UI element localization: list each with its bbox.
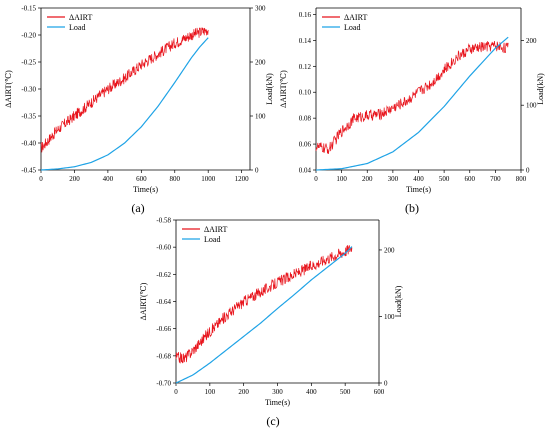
x-tick-label: 600 [465, 175, 476, 183]
series-airt-line [315, 40, 509, 154]
y-right-tick-label: 100 [384, 313, 395, 321]
y-left-tick-label: -0.64 [156, 298, 171, 306]
x-tick-label: 200 [238, 388, 249, 396]
legend-label-airt: ΔAIRT [204, 225, 227, 234]
y-left-tick-label: 0.04 [299, 167, 312, 175]
x-tick-label: 100 [205, 388, 216, 396]
y-right-axis-title: Load(kN) [265, 73, 274, 105]
panel-label: (c) [266, 414, 279, 428]
y-left-tick-label: -0.20 [21, 32, 36, 40]
series-load-line [175, 246, 353, 384]
y-left-tick-label: 0.06 [299, 141, 312, 149]
x-tick-label: 500 [340, 388, 351, 396]
series-airt-line [40, 27, 209, 153]
x-tick-label: 100 [336, 175, 347, 183]
y-right-tick-label: 100 [526, 102, 537, 110]
y-left-tick-label: 0.14 [299, 37, 312, 45]
legend-label-load: Load [344, 23, 360, 32]
x-tick-label: 800 [516, 175, 527, 183]
x-axis-title: Time(s) [406, 185, 431, 194]
y-right-tick-label: 300 [255, 5, 266, 13]
legend-label-airt: ΔAIRT [344, 13, 367, 22]
x-tick-label: 200 [69, 175, 80, 183]
y-left-tick-label: -0.30 [21, 86, 36, 94]
y-left-tick-label: -0.62 [156, 271, 171, 279]
series-load-line [40, 37, 209, 171]
x-tick-label: 700 [490, 175, 501, 183]
y-left-axis-title: ΔAIRT(℃) [139, 282, 148, 320]
x-axis-title: Time(s) [133, 185, 158, 194]
x-tick-label: 400 [413, 175, 424, 183]
y-left-tick-label: 0.08 [299, 115, 312, 123]
y-right-tick-label: 200 [255, 59, 266, 67]
x-tick-label: 1000 [201, 175, 216, 183]
y-right-tick-label: 100 [255, 113, 266, 121]
legend-label-load: Load [204, 235, 220, 244]
y-left-tick-label: 0.12 [299, 63, 312, 71]
legend-label-airt: ΔAIRT [69, 13, 92, 22]
y-left-tick-label: -0.15 [21, 5, 36, 13]
x-tick-label: 0 [174, 388, 178, 396]
x-tick-label: 200 [362, 175, 373, 183]
x-tick-label: 1200 [235, 175, 250, 183]
x-tick-label: 0 [314, 175, 318, 183]
chart-panel-c: 0 100 200 300 400 500 600 -0.70 -0.68 -0.66 -0.64 -… [139, 217, 403, 429]
x-axis-title: Time(s) [265, 398, 290, 407]
x-tick-label: 600 [136, 175, 147, 183]
y-right-tick-label: 200 [526, 37, 537, 45]
x-tick-label: 300 [388, 175, 399, 183]
y-left-tick-label: -0.58 [156, 217, 171, 225]
y-left-tick-label: 0.10 [299, 89, 312, 97]
legend-label-load: Load [69, 23, 85, 32]
x-tick-label: 500 [439, 175, 450, 183]
x-tick-label: 400 [306, 388, 317, 396]
y-right-tick-label: 0 [255, 167, 259, 175]
y-left-tick-label: -0.68 [156, 352, 171, 360]
x-tick-label: 300 [272, 388, 283, 396]
y-left-axis-title: ΔAIRT(℃) [4, 70, 13, 108]
y-left-tick-label: -0.25 [21, 59, 36, 67]
y-left-tick-label: -0.70 [156, 380, 171, 388]
series-airt-line [175, 245, 353, 364]
y-right-tick-label: 0 [526, 167, 530, 175]
x-tick-label: 0 [39, 175, 43, 183]
x-tick-label: 600 [374, 388, 385, 396]
y-right-tick-label: 200 [384, 246, 395, 254]
y-left-tick-label: -0.35 [21, 113, 36, 121]
y-left-tick-label: -0.45 [21, 167, 36, 175]
panel-label: (b) [405, 201, 419, 215]
panel-label: (a) [131, 201, 144, 215]
x-tick-label: 800 [170, 175, 181, 183]
y-right-tick-label: 0 [384, 380, 388, 388]
series-load-line [315, 36, 509, 171]
chart-panel-b: 0 100 200 300 400 500 600 700 800 0.04 0.06 0.08 0.1… [279, 7, 545, 215]
y-left-tick-label: -0.60 [156, 244, 171, 252]
y-left-tick-label: 0.16 [299, 11, 312, 19]
x-tick-label: 400 [103, 175, 114, 183]
y-left-axis-title: ΔAIRT(℃) [279, 70, 288, 108]
y-left-tick-label: -0.40 [21, 140, 36, 148]
y-right-axis-title: Load(kN) [536, 73, 545, 105]
y-right-axis-title: Load(kN) [394, 285, 403, 317]
chart-panel-a: 0 200 400 600 800 1000 1200-0.45-0.40-0.35-0.3… [4, 5, 274, 216]
y-left-tick-label: -0.66 [156, 325, 171, 333]
